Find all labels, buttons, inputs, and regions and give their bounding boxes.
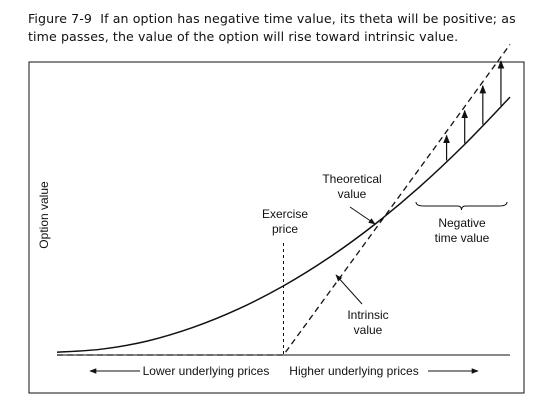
exercise-price-label: Exercise	[262, 207, 308, 221]
lower-prices-label: Lower underlying prices	[143, 364, 270, 378]
negative-time-value-label: Negative	[438, 216, 486, 230]
x-direction-labels: Lower underlying prices Higher underlyin…	[89, 364, 479, 378]
annotation-layer: TheoreticalvalueExercisepriceIntrinsicva…	[262, 172, 508, 337]
theoretical-value-label: value	[338, 187, 367, 201]
y-axis-label: Option value	[37, 181, 51, 249]
negative-time-value-brace	[415, 201, 508, 211]
figure-number: Figure 7-9	[28, 11, 93, 26]
exercise-price-label: price	[272, 222, 298, 236]
plot-frame	[28, 61, 525, 394]
intrinsic-value-label: Intrinsic	[347, 308, 388, 322]
intrinsic-value-pointer-arrow	[335, 274, 363, 305]
negative-time-value-label: time value	[435, 231, 490, 245]
theoretical-value-pointer-arrow	[349, 206, 376, 225]
figure-caption-text: If an option has negative time value, it…	[28, 11, 516, 44]
theoretical-value-label: Theoretical	[322, 172, 381, 186]
intrinsic-value-label: value	[354, 323, 383, 337]
theoretical-value-curve	[56, 96, 511, 354]
intrinsic-value-line	[57, 44, 511, 356]
series-layer	[56, 44, 511, 356]
higher-prices-label: Higher underlying prices	[289, 364, 418, 378]
figure-caption: Figure 7-9 If an option has negative tim…	[28, 10, 523, 46]
